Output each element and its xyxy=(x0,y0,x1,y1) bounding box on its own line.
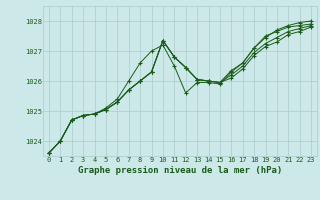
X-axis label: Graphe pression niveau de la mer (hPa): Graphe pression niveau de la mer (hPa) xyxy=(78,166,282,175)
